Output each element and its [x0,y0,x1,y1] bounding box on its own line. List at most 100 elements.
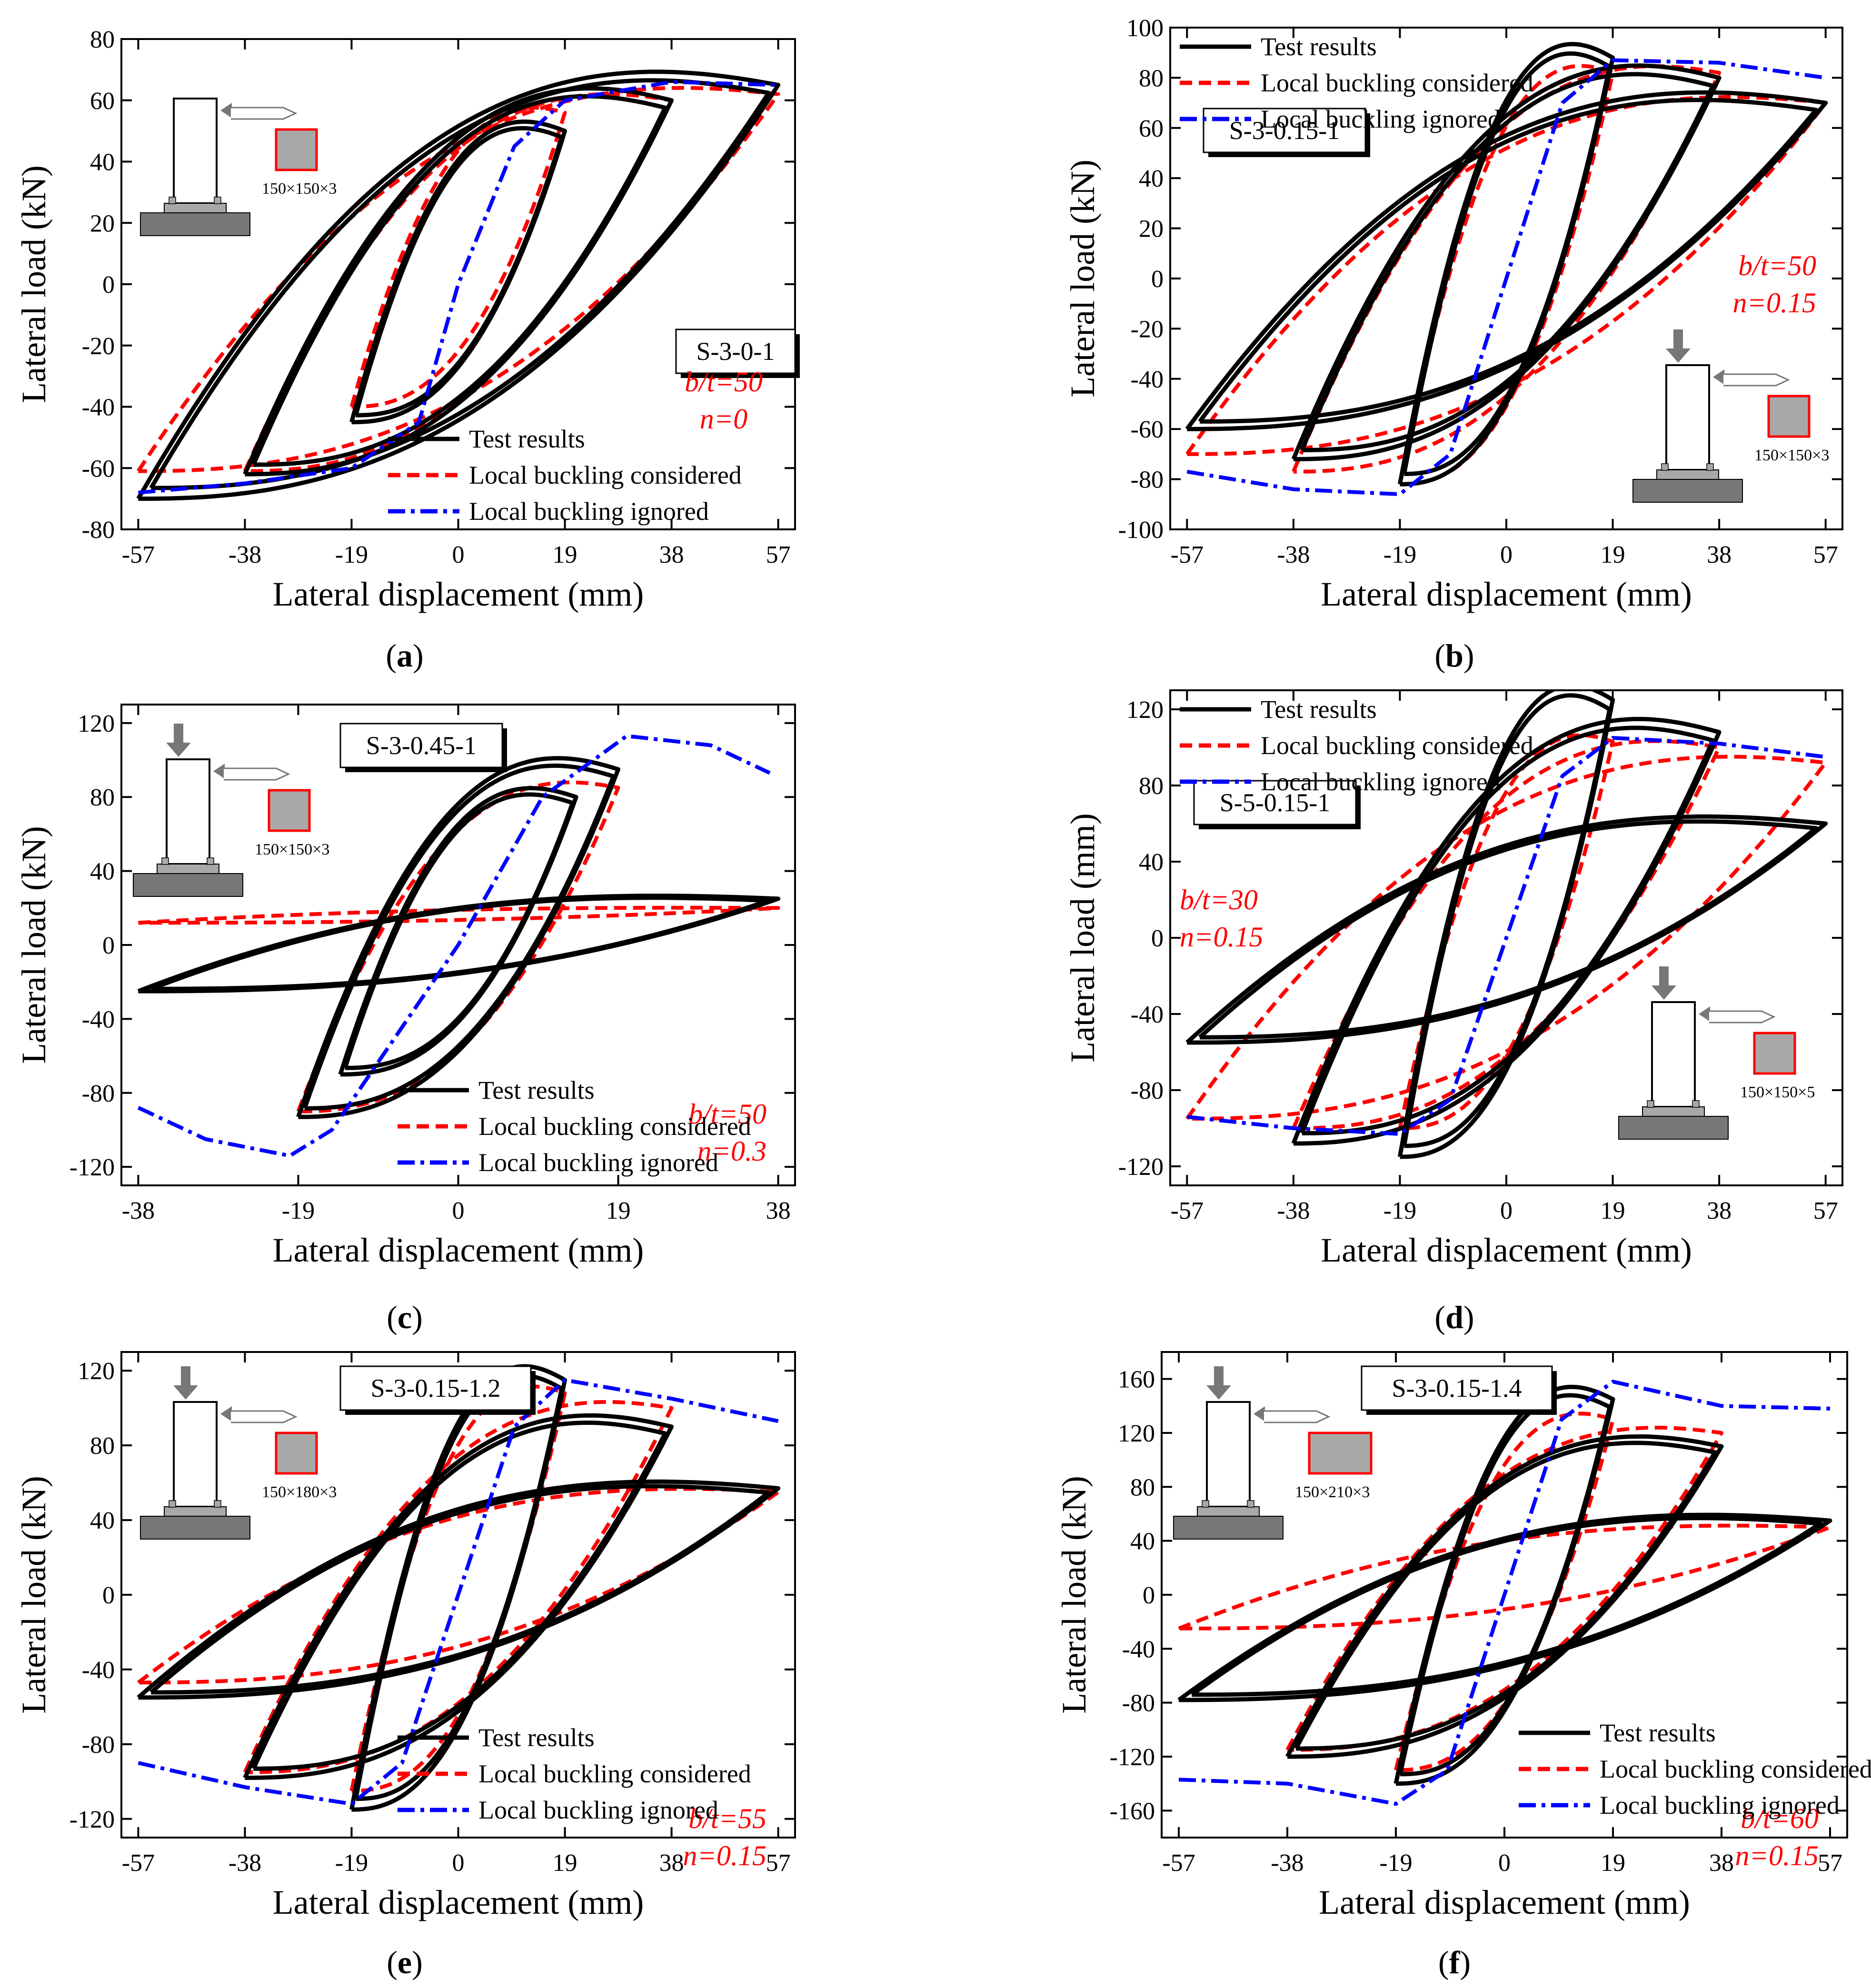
y-tick-label: 80 [90,784,115,811]
parameter-label: b/t=60 [1741,1803,1819,1834]
bolt [161,857,169,865]
y-tick-label: 40 [1130,1528,1155,1555]
bolt [1692,1100,1700,1108]
x-tick-label: 57 [1813,541,1838,568]
y-tick-label: -120 [70,1806,115,1833]
bolt [207,857,214,865]
test-loop [243,1413,674,1780]
y-tick-label: -60 [1131,416,1164,443]
parameter-label: n=0.15 [1733,287,1817,318]
legend-entry: Test results [469,425,585,453]
axial-load-arrow [1206,1366,1231,1400]
bolt [1247,1500,1254,1508]
x-tick-label: 0 [1500,541,1513,568]
legend-entry: Local buckling ignored [1600,1791,1840,1819]
y-tick-label: -20 [1131,316,1164,343]
section-square [1308,1431,1373,1475]
legend-entry: Test results [1600,1719,1716,1747]
section-label: 150×180×3 [262,1483,337,1501]
curves [1177,1380,1832,1806]
test-loop [243,86,674,477]
y-tick-label: 120 [1118,1420,1155,1447]
axial-load-arrow [166,724,191,757]
parameter-label: n=0.15 [1735,1840,1819,1871]
test-loop [1190,1516,1822,1697]
y-tick-label: 100 [1126,15,1164,42]
y-tick-label: 40 [90,1507,115,1534]
test-loop [353,1373,564,1801]
section-square [1767,395,1811,438]
panel-label: (a) [386,637,423,674]
considered-loop [138,905,780,925]
specimen-inset: 150×150×3 [1632,329,1829,503]
foundation [1618,1116,1729,1140]
y-axis-label: Lateral load (kN) [1055,1476,1093,1714]
y-axis-label: Lateral load (kN) [1064,159,1102,398]
considered-loop [1185,755,1828,1121]
x-tick-label: 57 [1818,1849,1842,1877]
bolt [1706,463,1714,471]
legend-entry: Local buckling considered [469,461,742,489]
chart-panel-a: -57 -38 -19 0 19 38 57 -80 -60 -40 -20 0 20 40 60 80 Lat… [15,26,800,613]
panel-label: (c) [387,1299,423,1335]
y-tick-label: -80 [1131,1077,1164,1104]
y-tick-label: 80 [1130,1474,1155,1501]
section-label: 150×150×3 [255,841,329,858]
section-square [275,128,318,171]
base-plate [1197,1506,1260,1517]
y-tick-label: 40 [1139,849,1164,876]
x-tick-label: -19 [1383,1197,1416,1224]
y-tick-label: -120 [70,1154,115,1181]
x-tick-label: 38 [1707,1197,1732,1224]
x-tick-label: -57 [1162,1849,1195,1877]
test-loop [1397,690,1615,1159]
column [1206,1401,1251,1508]
legend-entry: Local buckling considered [1261,69,1533,97]
legend-entry: Local buckling considered [478,1112,751,1141]
column [1651,1001,1696,1108]
y-axis-label: Lateral load (kN) [15,165,53,403]
test-loop [349,119,567,425]
x-tick-label: -38 [122,1197,155,1224]
column [1665,364,1710,471]
x-tick-label: -19 [335,541,368,568]
x-axis-label: Lateral displacement (mm) [273,1883,644,1921]
x-axis-label: Lateral displacement (mm) [1321,1231,1692,1269]
bolt [1202,1500,1209,1508]
y-tick-label: -80 [1131,467,1164,494]
test-loop [1397,42,1615,487]
parameter-label: n=0.3 [697,1135,767,1167]
x-tick-label: -57 [1171,1197,1204,1224]
panel-label: (e) [387,1944,423,1980]
bolt [214,1500,221,1508]
chart-panel-f: -57 -38 -19 0 19 38 57 -160 -120 -80 -40 0 40 80 120 16… [1055,1351,1871,1921]
test-loop [1198,98,1819,424]
foundation [140,1516,250,1540]
x-tick-label: 0 [452,1197,465,1224]
ignored-envelope [1178,1380,1831,1806]
y-tick-label: -120 [1110,1744,1155,1771]
parameter-label: b/t=50 [1738,250,1816,281]
y-tick-label: 0 [102,932,115,959]
section-square [1753,1032,1796,1075]
x-tick-label: -57 [122,541,155,568]
curves [137,1364,781,1812]
specimen-tag: S-3-0-1 [697,337,775,366]
x-tick-label: -19 [1383,541,1416,568]
x-tick-label: 57 [766,1849,791,1877]
x-tick-label: 38 [1709,1849,1734,1877]
bolt [1661,463,1669,471]
bolt [169,1500,176,1508]
y-axis-label: Lateral load (kN) [15,826,53,1064]
test-loop [1291,63,1722,461]
y-tick-label: 80 [90,26,115,53]
plot-frame [120,38,796,530]
y-tick-label: -60 [82,455,115,482]
parameter-label: b/t=30 [1180,884,1258,915]
test-loop [338,786,578,1077]
ignored-envelope [1186,58,1826,497]
y-tick-label: -40 [1131,366,1164,393]
x-tick-label: 19 [1601,541,1625,568]
x-tick-label: -19 [335,1849,368,1877]
y-tick-label: 0 [102,271,115,298]
